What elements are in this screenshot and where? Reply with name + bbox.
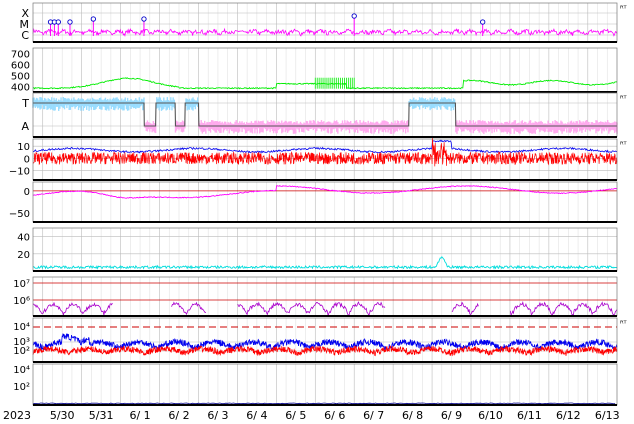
right-marker-bfield: ᴿᵀ [620,140,628,149]
tick-label-extra: 10⁴ [13,365,30,376]
x-tick-label: 6/ 3 [207,409,228,422]
tick-label-bfield: −10 [9,166,30,177]
flare-event-marker [351,13,357,19]
tick-label-density: 20 [17,250,30,261]
tick-label-electron: 10³ [13,337,30,348]
tick-label-proton: 10⁷ [13,279,30,290]
flare-event-marker [67,19,73,25]
axis-labels: XMCᴿᵀ700600500400TAᴿᵀ100−10ᴿᵀ0−50402010⁷… [9,4,628,422]
grid-lines [33,3,617,405]
extra-series [32,402,616,405]
flare-event-marker [480,19,486,25]
tick-label-proton: 10⁶ [13,296,30,307]
tick-label-speed: 400 [11,83,30,94]
sector-series [33,102,617,127]
x-tick-label: 6/ 6 [324,409,345,422]
x-tick-label: 6/12 [556,409,581,422]
tick-label-sector: A [21,120,29,133]
tick-label-bz: −50 [9,209,30,220]
tick-label-speed: 500 [11,72,30,83]
tick-label-density: 40 [17,233,30,244]
x-tick-label: 5/31 [89,409,114,422]
tick-label-bfield: 10 [17,142,30,153]
dst-series [32,185,618,199]
x-tick-label: 6/ 7 [363,409,384,422]
flare-event-marker [90,16,96,22]
electron-series-b [32,344,618,357]
panel-frames [32,2,618,406]
right-marker-electron: ᴿᵀ [620,319,628,328]
series-layer [32,13,618,405]
x-tick-label: 6/13 [595,409,620,422]
x-tick-label: 6/11 [517,409,542,422]
tick-label-bz: 0 [24,187,30,198]
x-tick-label: 5/30 [50,409,75,422]
x-tick-label: 6/ 1 [129,409,150,422]
flare-series [32,27,618,37]
bt-series [32,139,618,154]
flare-event-marker [141,16,147,22]
right-marker-sector: ᴿᵀ [620,94,628,103]
tick-label-sector: T [21,97,29,110]
tick-label-flare: C [21,29,29,42]
x-tick-label: 6/ 4 [246,409,267,422]
tick-label-speed: 700 [11,50,30,61]
x-tick-label: 6/ 9 [441,409,462,422]
x-tick-label: 6/ 2 [168,409,189,422]
year-label: 2023 [3,409,31,422]
x-tick-label: 6/ 8 [402,409,423,422]
tick-label-extra: 10² [13,382,30,393]
proton-series [32,300,618,317]
electron-series-a [32,333,618,352]
tick-label-bfield: 0 [24,154,30,165]
density-series [32,256,618,270]
tick-label-electron: 10² [13,346,30,357]
right-marker-flare: ᴿᵀ [620,4,628,13]
tick-label-flare: X [21,7,29,20]
x-tick-label: 6/10 [478,409,503,422]
tick-label-flare: M [20,18,30,31]
flare-event-marker [55,19,61,25]
x-tick-label: 6/ 5 [285,409,306,422]
tick-label-electron: 10⁴ [13,322,30,333]
tick-label-speed: 600 [11,61,30,72]
bz-series [32,137,618,167]
